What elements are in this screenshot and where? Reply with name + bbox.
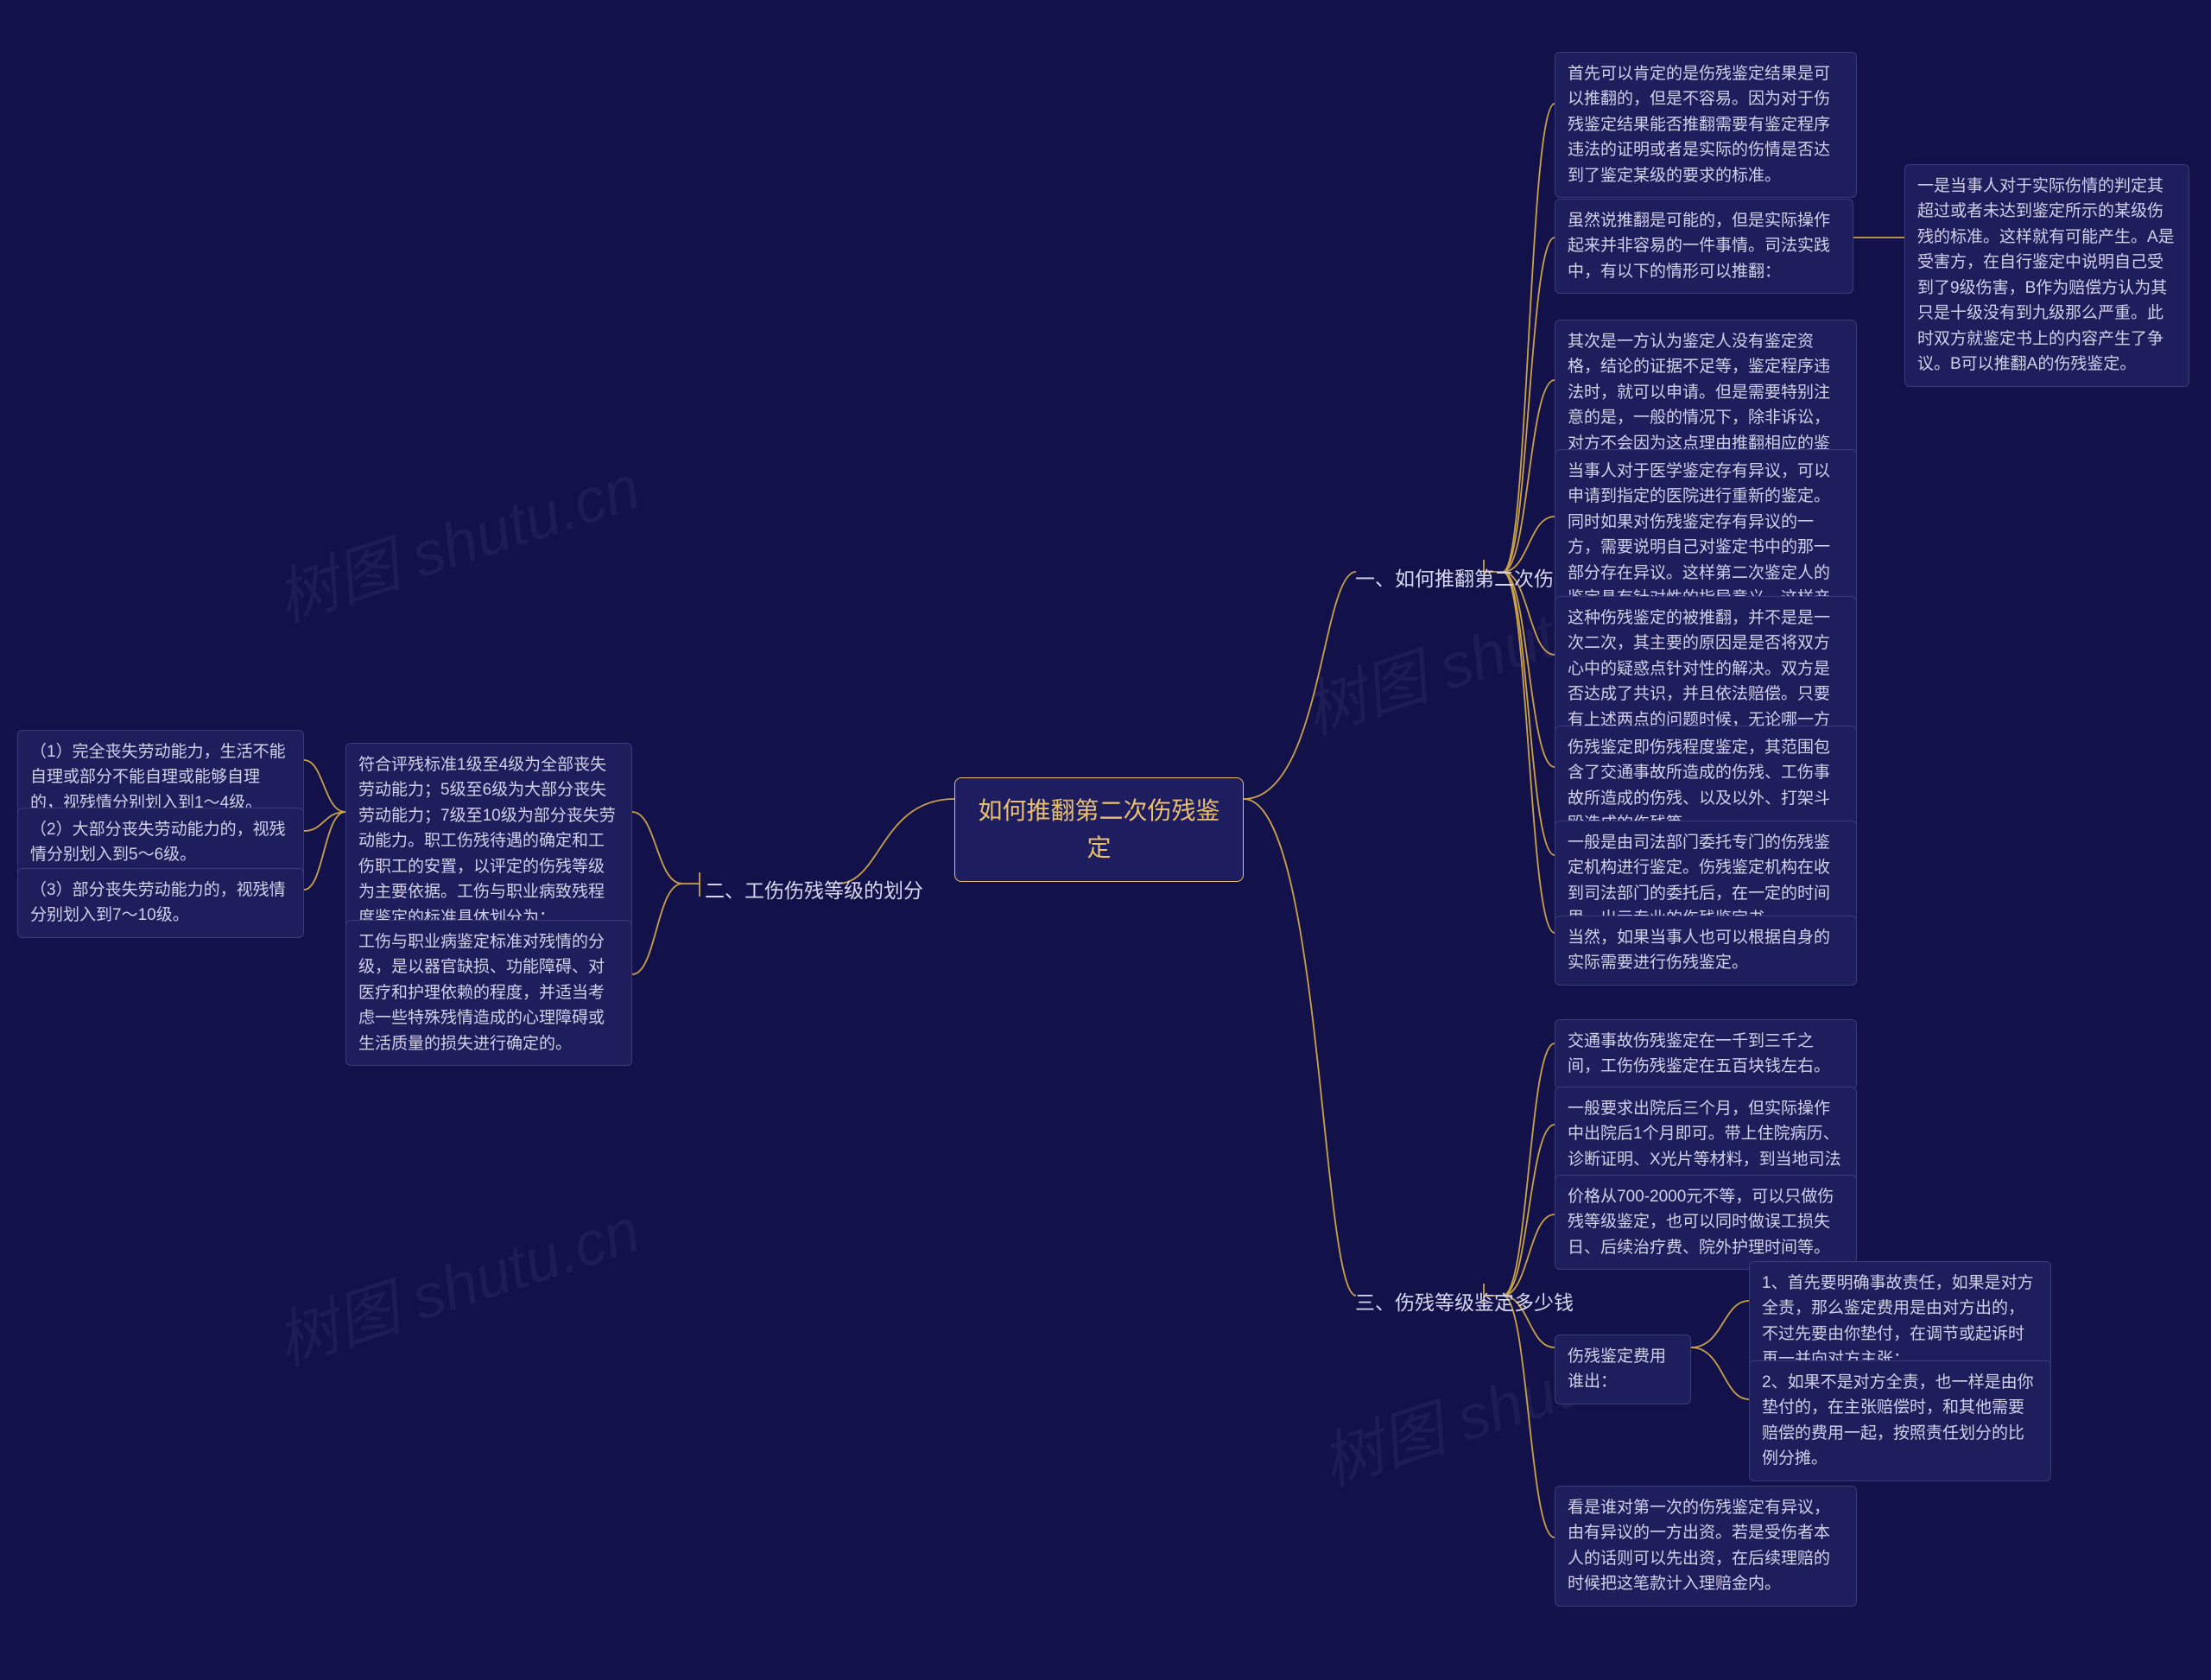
b3-node-1: 交通事故伤残鉴定在一千到三千之间，工伤伤残鉴定在五百块钱左右。	[1555, 1019, 1857, 1089]
b3-node-4b: 2、如果不是对方全责，也一样是由你垫付的，在主张赔偿时，和其他需要赔偿的费用一起…	[1749, 1360, 2051, 1481]
b1-node-2a: 一是当事人对于实际伤情的判定其超过或者未达到鉴定所示的某级伤残的标准。这样就有可…	[1904, 164, 2189, 387]
watermark: 树图 shutu.cn	[263, 436, 649, 639]
b2-node-2: 工伤与职业病鉴定标准对残情的分级，是以器官缺损、功能障碍、对医疗和护理依赖的程度…	[345, 920, 632, 1066]
b3-node-5: 看是谁对第一次的伤残鉴定有异议，由有异议的一方出资。若是受伤者本人的话则可以先出…	[1555, 1486, 1857, 1607]
branch3-title: 三、伤残等级鉴定多少钱	[1352, 1283, 1577, 1324]
b3-node-4: 伤残鉴定费用谁出：	[1555, 1334, 1691, 1404]
b1-node-1: 首先可以肯定的是伤残鉴定结果是可以推翻的，但是不容易。因为对于伤残鉴定结果能否推…	[1555, 52, 1857, 198]
watermark: 树图 shutu.cn	[263, 1179, 649, 1382]
b2-node-1b: （2）大部分丧失劳动能力的，视残情分别划入到5～6级。	[17, 808, 304, 878]
b2-node-1c: （3）部分丧失劳动能力的，视残情分别划入到7～10级。	[17, 868, 304, 938]
b1-node-8: 当然，如果当事人也可以根据自身的实际需要进行伤残鉴定。	[1555, 916, 1857, 986]
b2-node-1: 符合评残标准1级至4级为全部丧失劳动能力；5级至6级为大部分丧失劳动能力；7级至…	[345, 743, 632, 940]
center-node: 如何推翻第二次伤残鉴定	[954, 777, 1244, 882]
b3-node-3: 价格从700-2000元不等，可以只做伤残等级鉴定，也可以同时做误工损失日、后续…	[1555, 1175, 1857, 1270]
branch2-title: 二、工伤伤残等级的划分	[701, 871, 927, 912]
b1-node-2: 虽然说推翻是可能的，但是实际操作起来并非容易的一件事情。司法实践中，有以下的情形…	[1555, 199, 1853, 294]
